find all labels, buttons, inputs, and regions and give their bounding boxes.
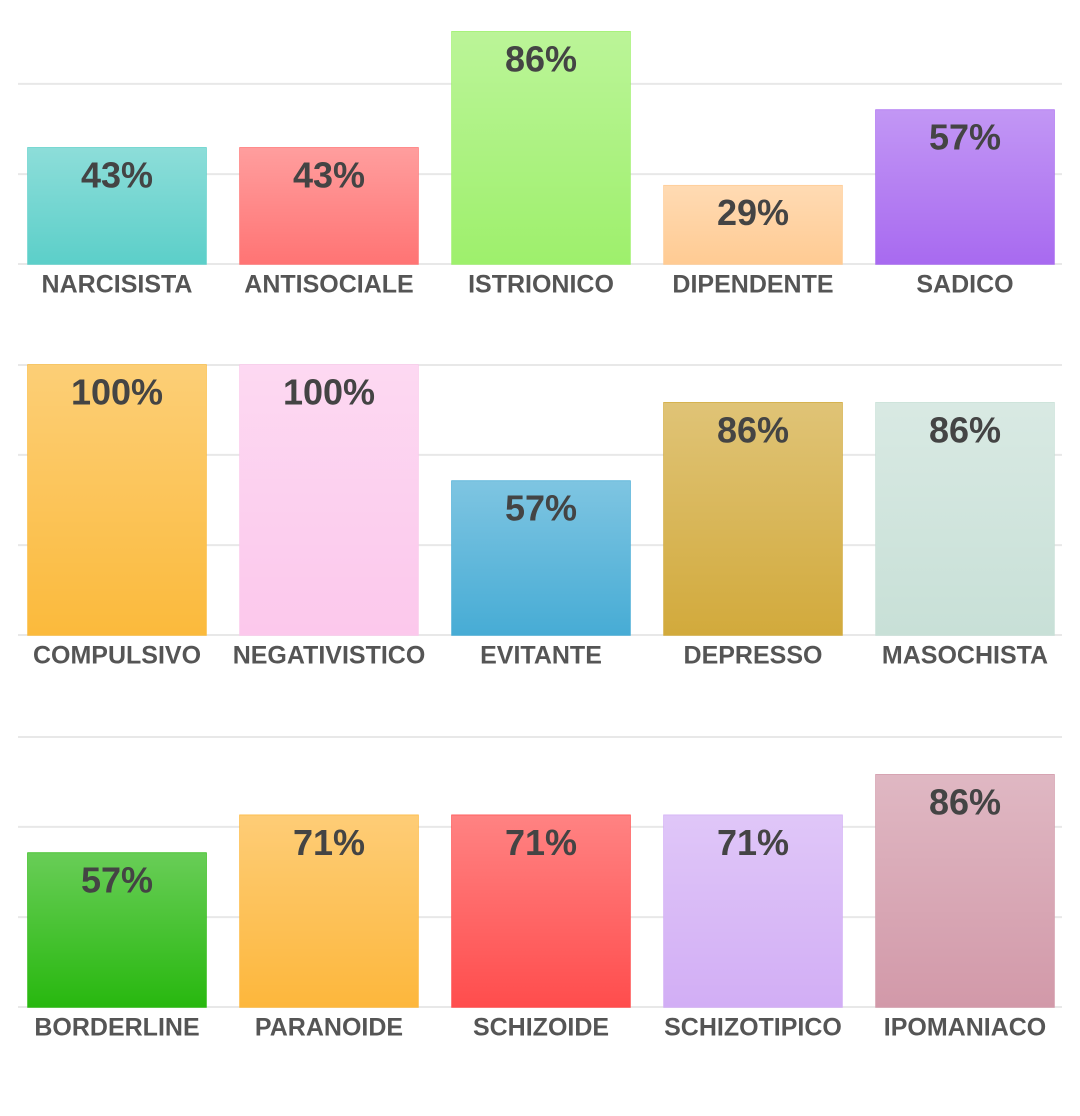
- bar-shine: [876, 402, 1054, 635]
- category-label: NARCISISTA: [42, 271, 193, 299]
- category-label: COMPULSIVO: [33, 642, 201, 670]
- value-label: 43%: [293, 154, 365, 195]
- bar-shine: [240, 365, 418, 635]
- value-label: 86%: [505, 38, 577, 79]
- category-label: IPOMANIACO: [884, 1014, 1047, 1042]
- bar-shine: [876, 110, 1054, 264]
- value-label: 71%: [505, 822, 577, 863]
- category-label: SCHIZOIDE: [473, 1014, 609, 1042]
- value-label: 86%: [929, 781, 1001, 822]
- value-label: 57%: [505, 488, 577, 529]
- value-label: 71%: [293, 822, 365, 863]
- bar-shine: [240, 147, 418, 264]
- category-label: NEGATIVISTICO: [233, 642, 426, 670]
- value-label: 100%: [71, 372, 163, 413]
- category-label: SCHIZOTIPICO: [664, 1014, 842, 1042]
- value-label: 29%: [717, 192, 789, 233]
- bar-shine: [28, 147, 206, 264]
- value-label: 57%: [81, 860, 153, 901]
- category-label: ISTRIONICO: [468, 271, 614, 299]
- category-label: EVITANTE: [480, 642, 602, 670]
- value-label: 100%: [283, 372, 375, 413]
- bar-shine: [452, 31, 630, 264]
- category-label: MASOCHISTA: [882, 642, 1048, 670]
- bar-shine: [28, 365, 206, 635]
- category-label: BORDERLINE: [34, 1014, 199, 1042]
- value-label: 71%: [717, 822, 789, 863]
- category-label: PARANOIDE: [255, 1014, 403, 1042]
- bar-shine: [28, 853, 206, 1007]
- category-label: DEPRESSO: [684, 642, 823, 670]
- bar-shine: [876, 774, 1054, 1007]
- value-label: 86%: [717, 409, 789, 450]
- category-label: DIPENDENTE: [672, 271, 833, 299]
- bar-shine: [240, 815, 418, 1007]
- bar-shine: [664, 185, 842, 264]
- bar-shine: [452, 481, 630, 635]
- bar-shine: [664, 815, 842, 1007]
- category-label: ANTISOCIALE: [244, 271, 413, 299]
- value-label: 86%: [929, 409, 1001, 450]
- category-label: SADICO: [916, 271, 1013, 299]
- value-label: 57%: [929, 117, 1001, 158]
- bar-shine: [664, 402, 842, 635]
- bar-shine: [452, 815, 630, 1007]
- value-label: 43%: [81, 154, 153, 195]
